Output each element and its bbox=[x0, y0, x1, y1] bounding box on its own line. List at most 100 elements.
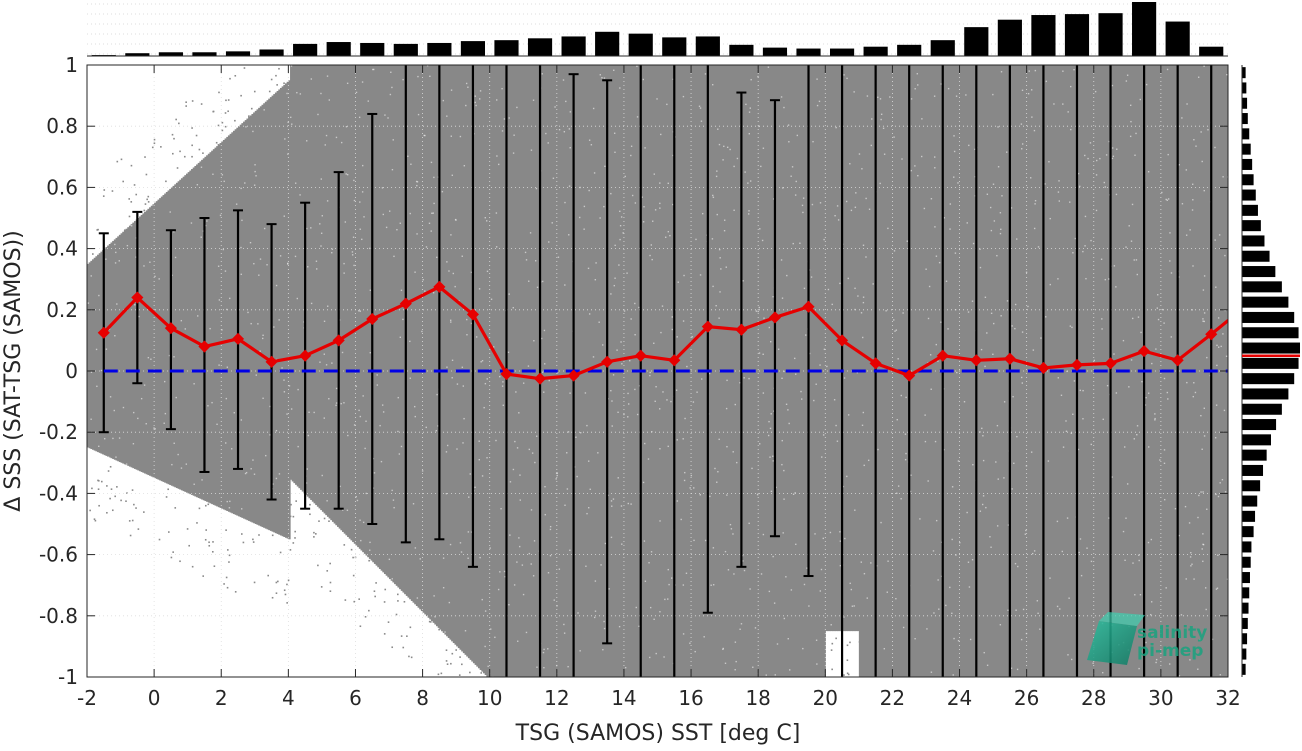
scatter-gap bbox=[686, 365, 688, 368]
scatter-density-strip bbox=[234, 129, 237, 515]
scatter-gap bbox=[297, 388, 299, 391]
scatter-gap bbox=[567, 431, 570, 433]
scatter-gap bbox=[1134, 154, 1136, 156]
scatter-gap bbox=[143, 384, 146, 386]
scatter-gap bbox=[813, 399, 815, 402]
scatter-gap bbox=[1193, 578, 1195, 580]
scatter-gap bbox=[576, 475, 578, 478]
right-hist-bar bbox=[1242, 495, 1258, 507]
scatter-gap bbox=[760, 165, 762, 168]
scatter-point bbox=[200, 103, 203, 105]
scatter-density-strip bbox=[352, 65, 355, 543]
scatter-point bbox=[289, 549, 292, 551]
scatter-gap bbox=[603, 620, 605, 623]
scatter-gap bbox=[651, 258, 653, 261]
top-hist-bar bbox=[863, 46, 888, 56]
scatter-density-strip bbox=[733, 65, 736, 677]
scatter-gap bbox=[868, 208, 871, 210]
scatter-density-strip bbox=[1197, 65, 1201, 677]
scatter-gap bbox=[369, 289, 372, 291]
scatter-gap bbox=[904, 458, 907, 461]
x-tick-label: 8 bbox=[416, 686, 429, 710]
scatter-gap bbox=[689, 642, 691, 644]
scatter-point bbox=[258, 534, 260, 536]
scatter-gap bbox=[966, 511, 968, 514]
scatter-gap bbox=[503, 570, 506, 573]
scatter-gap bbox=[352, 236, 355, 238]
scatter-gap bbox=[726, 494, 728, 496]
scatter-density-strip bbox=[402, 65, 405, 593]
right-hist-bar bbox=[1242, 311, 1295, 323]
scatter-gap bbox=[1101, 328, 1103, 330]
scatter-gap bbox=[739, 628, 741, 630]
scatter-gap bbox=[524, 251, 527, 254]
scatter-point bbox=[242, 541, 245, 544]
scatter-gap bbox=[487, 665, 489, 668]
scatter-gap bbox=[734, 668, 736, 671]
scatter-gap bbox=[1220, 345, 1222, 348]
scatter-density-strip bbox=[459, 65, 462, 650]
scatter-gap bbox=[279, 255, 282, 257]
scatter-point bbox=[359, 625, 362, 628]
scatter-gap bbox=[770, 413, 772, 415]
scatter-gap bbox=[788, 141, 790, 143]
scatter-gap bbox=[733, 573, 735, 575]
scatter-gap bbox=[568, 185, 571, 187]
scatter-gap bbox=[1014, 327, 1016, 330]
scatter-point bbox=[402, 646, 405, 649]
scatter-point bbox=[167, 488, 169, 491]
scatter-gap bbox=[821, 456, 823, 458]
scatter-gap bbox=[734, 641, 737, 643]
scatter-gap bbox=[1200, 414, 1202, 417]
scatter-gap bbox=[930, 388, 932, 390]
scatter-gap bbox=[947, 87, 950, 90]
right-hist-bar bbox=[1242, 189, 1256, 201]
scatter-gap bbox=[1163, 449, 1166, 451]
x-tick-label: -2 bbox=[77, 686, 97, 710]
scatter-density-strip bbox=[414, 65, 417, 605]
scatter-density-strip bbox=[130, 224, 133, 468]
scatter-gap bbox=[767, 66, 770, 68]
scatter-gap bbox=[1017, 565, 1019, 568]
scatter-gap bbox=[863, 464, 865, 467]
top-hist-bar bbox=[1132, 2, 1157, 56]
scatter-density-strip bbox=[649, 65, 652, 677]
scatter-gap bbox=[865, 197, 867, 200]
scatter-gap bbox=[424, 290, 426, 292]
scatter-gap bbox=[1170, 336, 1172, 338]
scatter-gap bbox=[1116, 148, 1118, 150]
scatter-point bbox=[215, 141, 218, 144]
scatter-gap bbox=[879, 98, 882, 100]
scatter-gap bbox=[954, 252, 957, 254]
scatter-gap bbox=[430, 161, 433, 164]
scatter-density-strip bbox=[97, 254, 100, 453]
scatter-density-strip bbox=[338, 65, 341, 529]
scatter-gap bbox=[853, 605, 855, 607]
scatter-gap bbox=[684, 417, 686, 420]
scatter-gap bbox=[982, 459, 985, 462]
scatter-gap bbox=[147, 356, 150, 359]
y-tick-label: 0.4 bbox=[46, 237, 78, 261]
scatter-gap bbox=[801, 398, 803, 400]
scatter-gap bbox=[1161, 308, 1164, 311]
x-tick-label: 10 bbox=[477, 686, 502, 710]
scatter-density-strip bbox=[556, 65, 560, 677]
scatter-gap bbox=[1115, 286, 1117, 288]
scatter-point bbox=[248, 115, 250, 117]
scatter-gap bbox=[1211, 638, 1214, 641]
scatter-gap bbox=[296, 297, 299, 300]
scatter-gap bbox=[554, 106, 556, 108]
scatter-gap bbox=[391, 578, 393, 580]
scatter-gap bbox=[1101, 318, 1103, 320]
scatter-gap bbox=[770, 490, 773, 493]
scatter-gap bbox=[500, 508, 502, 510]
scatter-gap bbox=[794, 373, 797, 375]
scatter-gap bbox=[390, 71, 392, 73]
scatter-density-strip bbox=[175, 182, 179, 489]
scatter-gap bbox=[114, 335, 116, 337]
scatter-gap bbox=[855, 192, 857, 194]
scatter-point bbox=[275, 581, 278, 584]
scatter-gap bbox=[999, 232, 1002, 235]
scatter-gap bbox=[424, 134, 426, 137]
scatter-density-strip bbox=[254, 110, 258, 525]
